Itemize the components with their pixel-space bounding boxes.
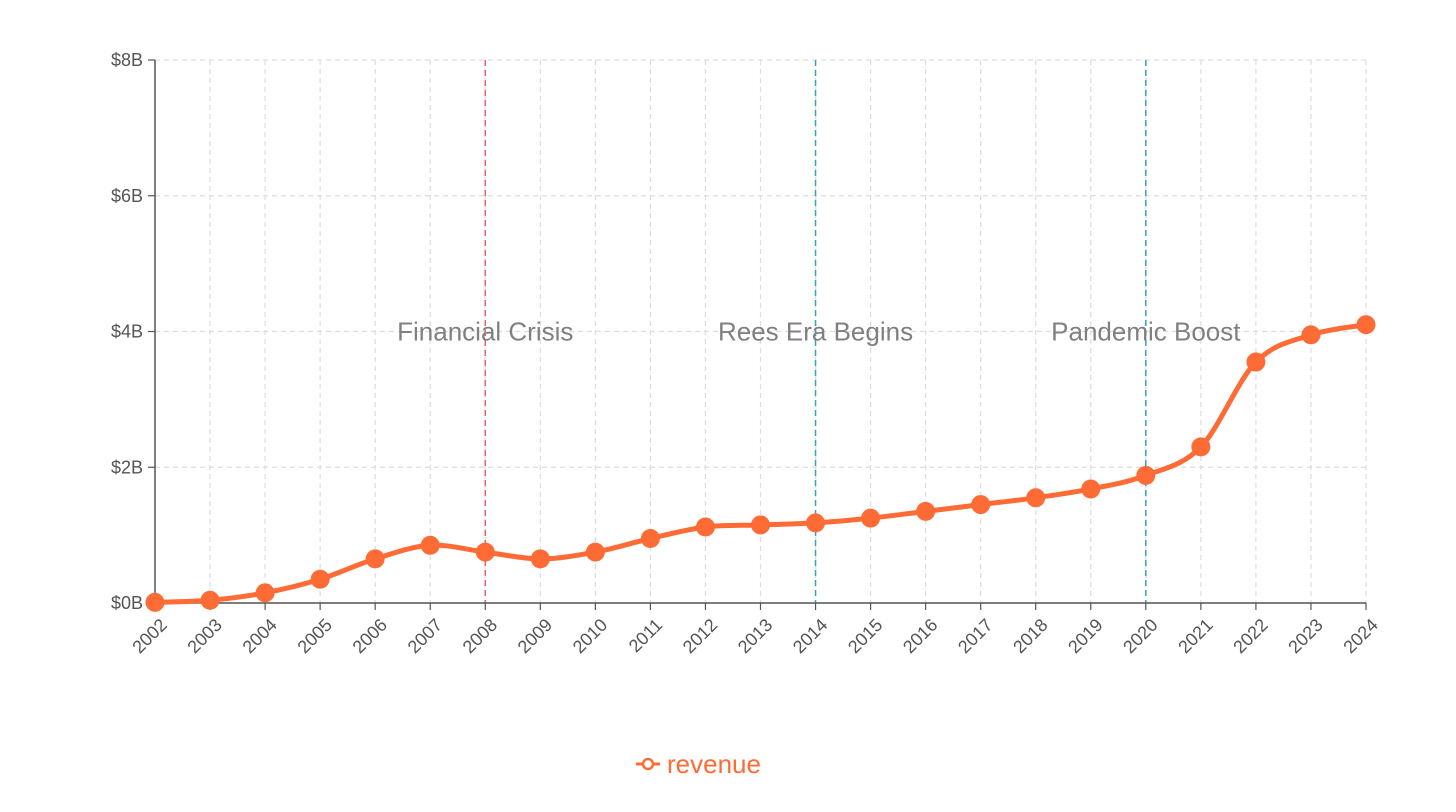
data-point-2018 bbox=[1026, 488, 1046, 508]
data-point-2017 bbox=[971, 495, 991, 515]
x-tick-label: 2020 bbox=[1119, 615, 1161, 657]
data-point-2008 bbox=[475, 542, 495, 562]
x-tick-label: 2004 bbox=[239, 615, 281, 657]
legend-label-revenue: revenue bbox=[667, 749, 761, 779]
x-tick-label: 2017 bbox=[954, 615, 996, 657]
axes: $0B $2B $4B $6B $8B 2002 2003 2004 2005 2006 2007 2… bbox=[111, 50, 1382, 657]
data-point-2016 bbox=[916, 501, 936, 521]
data-point-2023 bbox=[1301, 325, 1321, 345]
annotation-labels: Financial Crisis Rees Era Begins Pandemic … bbox=[397, 317, 1241, 347]
data-point-2013 bbox=[751, 515, 770, 535]
annotation-label: Pandemic Boost bbox=[1051, 317, 1241, 347]
data-point-2005 bbox=[310, 569, 330, 589]
data-point-2009 bbox=[530, 549, 550, 569]
x-tick-label: 2007 bbox=[404, 615, 446, 657]
y-tick-label: $4B bbox=[111, 322, 143, 342]
x-tick-label: 2006 bbox=[349, 615, 391, 657]
x-tick-label: 2009 bbox=[514, 615, 556, 657]
data-point-2014 bbox=[806, 513, 826, 533]
data-point-2021 bbox=[1191, 437, 1211, 457]
annotation-label: Financial Crisis bbox=[397, 317, 573, 347]
x-tick-label: 2012 bbox=[679, 615, 721, 657]
data-point-2022 bbox=[1246, 352, 1266, 372]
x-tick-label: 2015 bbox=[844, 615, 886, 657]
series bbox=[145, 315, 1376, 612]
x-tick-label: 2018 bbox=[1009, 615, 1051, 657]
data-point-2003 bbox=[200, 590, 220, 610]
x-tick-label: 2024 bbox=[1339, 615, 1381, 657]
x-tick-label: 2011 bbox=[625, 615, 667, 657]
legend[interactable]: revenue bbox=[636, 749, 761, 779]
data-point-2006 bbox=[365, 549, 385, 569]
data-point-2024 bbox=[1356, 315, 1376, 335]
x-tick-label: 2010 bbox=[569, 615, 611, 657]
data-point-2010 bbox=[585, 542, 605, 562]
x-tick-label: 2019 bbox=[1064, 615, 1106, 657]
x-tick-label: 2023 bbox=[1284, 615, 1326, 657]
y-tick-label: $0B bbox=[111, 593, 143, 613]
data-point-2020 bbox=[1136, 465, 1156, 485]
y-tick-label: $2B bbox=[111, 457, 143, 477]
legend-swatch-marker bbox=[641, 757, 655, 771]
x-tick-label: 2005 bbox=[294, 615, 336, 657]
data-point-2019 bbox=[1081, 479, 1101, 499]
annotation-lines bbox=[484, 60, 1147, 603]
annotation-label: Rees Era Begins bbox=[718, 317, 913, 347]
x-tick-label: 2016 bbox=[899, 615, 941, 657]
x-tick-label: 2022 bbox=[1229, 615, 1271, 657]
y-tick-label: $6B bbox=[111, 186, 143, 206]
data-point-2012 bbox=[695, 517, 715, 537]
x-tick-label: 2014 bbox=[789, 615, 831, 657]
data-point-2002 bbox=[145, 592, 165, 612]
x-tick-label: 2003 bbox=[183, 615, 225, 657]
y-tick-label: $8B bbox=[111, 50, 143, 70]
x-tick-label: 2002 bbox=[128, 615, 170, 657]
x-tick-label: 2008 bbox=[459, 615, 501, 657]
data-point-2007 bbox=[420, 535, 440, 555]
x-tick-label: 2021 bbox=[1174, 615, 1216, 657]
data-point-2015 bbox=[861, 508, 881, 528]
series-line-revenue bbox=[152, 322, 1369, 605]
data-point-2004 bbox=[255, 583, 275, 603]
x-tick-label: 2013 bbox=[734, 615, 776, 657]
data-point-2011 bbox=[640, 529, 660, 549]
